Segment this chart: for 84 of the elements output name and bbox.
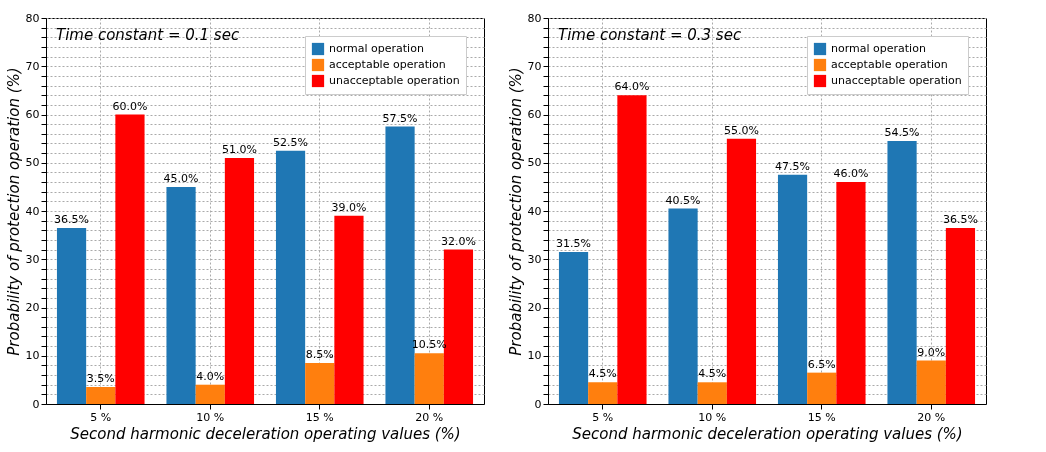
- legend-label: acceptable operation: [329, 58, 446, 71]
- x-tick-label: 15 %: [305, 410, 334, 424]
- y-tick-label: 60: [527, 108, 542, 121]
- bar: [558, 252, 589, 404]
- bar: [697, 382, 727, 404]
- legend-label: normal operation: [831, 42, 926, 55]
- data-label: 52.5%: [273, 135, 309, 149]
- data-label: 9.0%: [917, 345, 946, 359]
- bar: [617, 95, 647, 404]
- data-label: 57.5%: [382, 111, 418, 125]
- data-label: 64.0%: [614, 80, 650, 94]
- y-axis-title: Probability of protection operation (%): [506, 67, 525, 356]
- y-tick-label: 40: [25, 204, 40, 218]
- y-tick-label: 10: [527, 349, 542, 363]
- bar: [887, 141, 917, 404]
- x-tick-label: 20 %: [917, 410, 946, 424]
- data-label: 36.5%: [942, 212, 978, 226]
- y-tick-label: 20: [25, 301, 40, 314]
- x-tick-label: 10 %: [698, 410, 727, 424]
- annotation: Time constant = 0.1 sec: [56, 26, 240, 44]
- data-label: 51.0%: [221, 142, 257, 156]
- data-label: 4.5%: [698, 367, 727, 381]
- y-tick-label: 70: [527, 59, 542, 73]
- data-label: 54.5%: [884, 126, 920, 140]
- y-axis-title: Probability of protection operation (%): [4, 67, 23, 356]
- bar: [807, 372, 837, 404]
- bar: [56, 227, 87, 404]
- data-label: 3.5%: [86, 372, 115, 386]
- bar: [414, 353, 444, 404]
- data-label: 60.0%: [112, 99, 148, 113]
- bar: [777, 174, 808, 404]
- data-label: 47.5%: [775, 159, 811, 173]
- bar: [334, 215, 364, 404]
- bar: [224, 157, 255, 404]
- x-tick-label: 15 %: [807, 410, 836, 424]
- x-tick-label: 10 %: [196, 410, 225, 424]
- bar: [195, 384, 225, 404]
- y-tick-label: 80: [25, 11, 40, 25]
- bar: [588, 382, 618, 404]
- bar: [275, 150, 306, 404]
- x-axis-title: Second harmonic deceleration operating values (%): [70, 424, 461, 443]
- y-tick-label: 70: [25, 59, 40, 73]
- legend-label: normal operation: [329, 42, 424, 55]
- bar: [668, 208, 698, 404]
- legend-label: unacceptable operation: [329, 74, 460, 87]
- data-label: 6.5%: [807, 357, 836, 371]
- y-tick-label: 20: [527, 301, 542, 314]
- bar: [305, 362, 335, 404]
- legend-label: acceptable operation: [831, 58, 948, 71]
- data-label: 45.0%: [163, 171, 199, 185]
- data-label: 4.0%: [196, 369, 225, 383]
- x-axis-title: Second harmonic deceleration operating values (%): [572, 424, 963, 443]
- y-tick-label: 0: [534, 397, 542, 411]
- legend-label: unacceptable operation: [831, 74, 962, 87]
- bar: [115, 114, 145, 404]
- x-tick-label: 5 %: [90, 410, 112, 424]
- x-tick-label: 20 %: [415, 410, 444, 424]
- data-label: 55.0%: [723, 123, 759, 137]
- y-tick-label: 50: [25, 156, 40, 170]
- y-tick-label: 0: [32, 397, 40, 411]
- data-label: 40.5%: [665, 193, 701, 207]
- y-tick-label: 30: [527, 252, 542, 266]
- data-label: 32.0%: [440, 234, 476, 248]
- y-tick-label: 30: [25, 252, 40, 266]
- y-tick-label: 50: [527, 156, 542, 170]
- y-tick-label: 40: [527, 204, 542, 218]
- data-label: 39.0%: [331, 200, 367, 214]
- y-tick-label: 60: [25, 108, 40, 121]
- y-tick-label: 10: [25, 349, 40, 363]
- data-label: 4.5%: [588, 367, 617, 381]
- bar: [945, 227, 976, 404]
- bar: [385, 126, 415, 404]
- data-label: 31.5%: [556, 237, 592, 251]
- data-label: 8.5%: [305, 347, 334, 361]
- data-label: 46.0%: [833, 167, 869, 181]
- bar: [86, 387, 116, 404]
- bar: [836, 182, 866, 404]
- x-tick-label: 5 %: [592, 410, 614, 424]
- bar: [726, 138, 757, 404]
- y-tick-label: 80: [527, 11, 542, 25]
- annotation: Time constant = 0.3 sec: [558, 26, 742, 44]
- bar: [166, 186, 196, 404]
- bar: [916, 360, 946, 404]
- data-label: 36.5%: [54, 212, 90, 226]
